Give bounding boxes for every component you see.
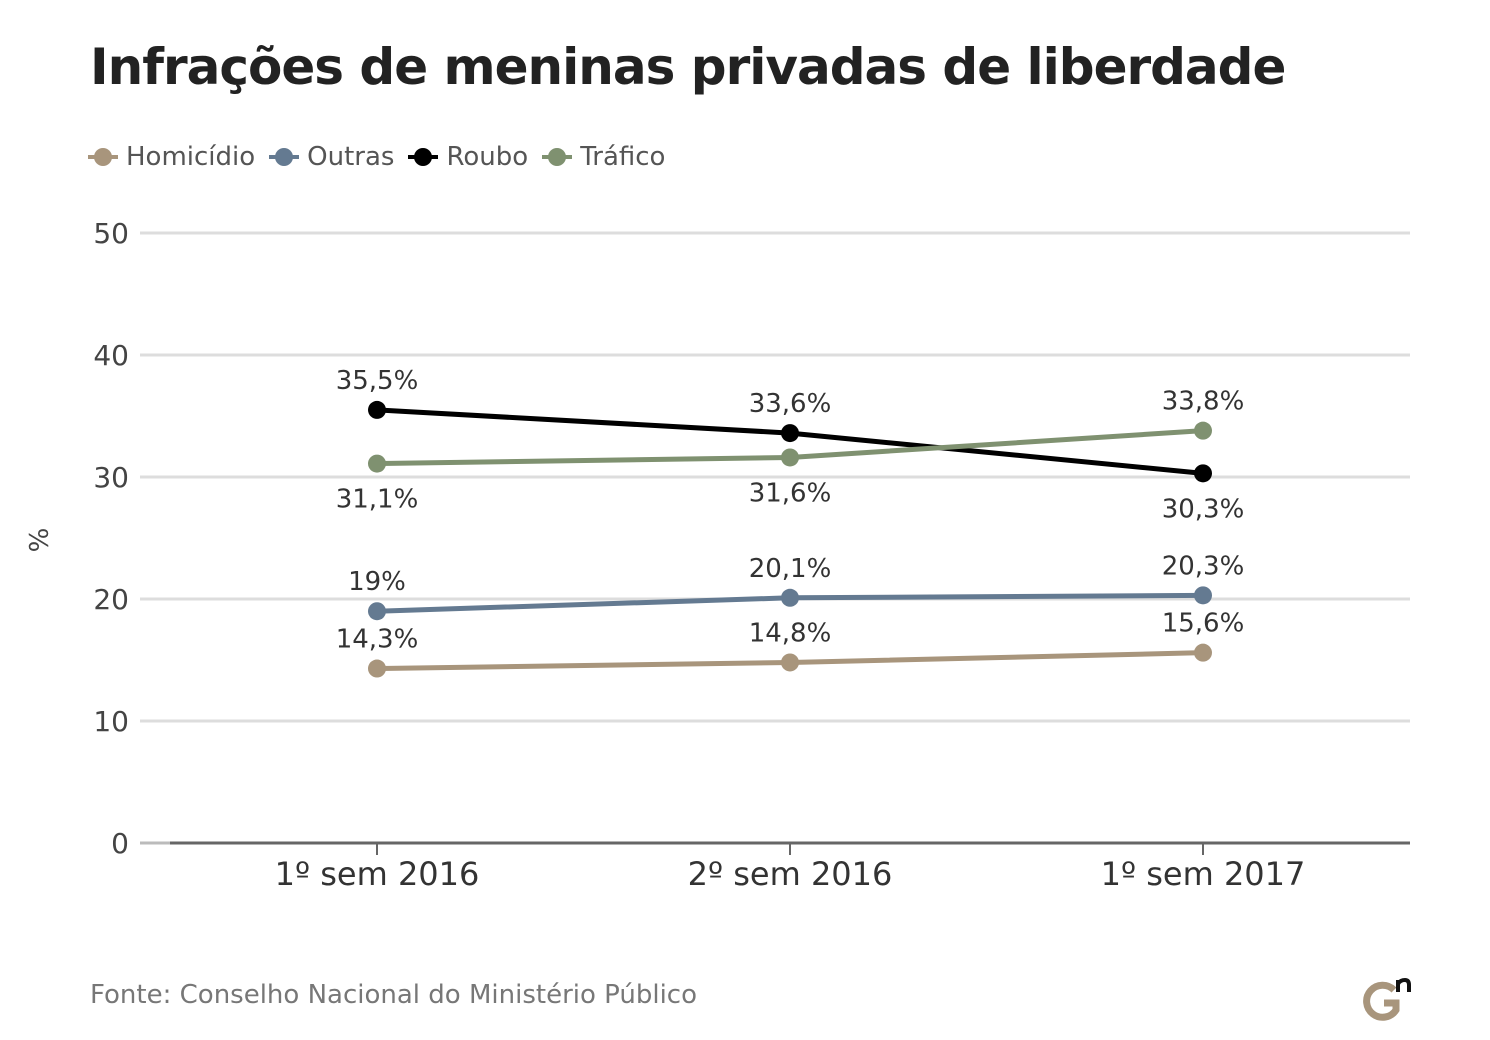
legend-item-homicídio[interactable]: Homicídio: [88, 142, 255, 172]
data-point-tráfico[interactable]: [1194, 421, 1212, 440]
legend-label: Roubo: [446, 142, 529, 172]
data-label-outras: 20,1%: [749, 554, 832, 584]
legend[interactable]: Homicídio Outras Roubo Tráfico: [88, 142, 679, 172]
legend-marker-icon: [542, 147, 573, 167]
legend-label: Outras: [307, 142, 395, 172]
axes: 0 10 20 30 40 50 1º sem 2016 2º sem 2016 1º sem …: [25, 217, 1410, 893]
series-lines: [368, 400, 1212, 678]
data-point-roubo[interactable]: [368, 400, 386, 419]
data-label-roubo: 30,3%: [1162, 494, 1245, 524]
data-point-tráfico[interactable]: [368, 454, 386, 473]
data-point-outras[interactable]: [368, 602, 386, 621]
data-label-tráfico: 33,8%: [1162, 387, 1245, 417]
data-point-outras[interactable]: [781, 588, 799, 607]
legend-item-tráfico[interactable]: Tráfico: [542, 142, 665, 172]
source-note: Fonte: Conselho Nacional do Ministério P…: [90, 980, 698, 1010]
data-point-roubo[interactable]: [1194, 464, 1212, 483]
legend-marker-icon: [269, 147, 300, 167]
y-tick-label: 30: [93, 461, 129, 494]
legend-label: Tráfico: [580, 142, 666, 172]
g1-logo: [1363, 977, 1411, 1021]
data-label-roubo: 35,5%: [336, 366, 419, 396]
data-point-homicídio[interactable]: [368, 659, 386, 678]
x-tick-label: 1º sem 2016: [275, 855, 480, 893]
legend-item-roubo[interactable]: Roubo: [408, 142, 528, 172]
legend-marker-icon: [408, 147, 439, 167]
data-point-homicídio[interactable]: [781, 653, 799, 672]
data-label-homicídio: 15,6%: [1162, 609, 1245, 639]
legend-marker-icon: [88, 147, 118, 167]
data-label-outras: 19%: [348, 567, 406, 597]
data-label-tráfico: 31,6%: [749, 478, 832, 508]
legend-label: Homicídio: [126, 142, 256, 172]
x-tick-label: 1º sem 2017: [1101, 855, 1306, 893]
data-point-roubo[interactable]: [781, 424, 799, 443]
data-point-homicídio[interactable]: [1194, 643, 1212, 662]
y-tick-label: 10: [93, 705, 129, 738]
y-tick-label: 0: [111, 827, 129, 860]
data-point-outras[interactable]: [1194, 586, 1212, 605]
chart-title: Infrações de meninas privadas de liberda…: [90, 38, 1286, 96]
data-labels: 14,3% 14,8% 15,6% 19% 20,1% 20,3% 35,5% 33,6% 30…: [336, 366, 1245, 655]
y-tick-label: 20: [93, 583, 129, 616]
data-label-homicídio: 14,8%: [749, 618, 832, 648]
legend-item-outras[interactable]: Outras: [269, 142, 394, 172]
data-label-homicídio: 14,3%: [336, 625, 419, 655]
y-tick-label: 40: [93, 339, 129, 372]
data-label-tráfico: 31,1%: [336, 485, 419, 515]
data-label-outras: 20,3%: [1162, 551, 1245, 581]
y-axis-label: %: [25, 528, 55, 553]
x-tick-label: 2º sem 2016: [688, 855, 893, 893]
data-label-roubo: 33,6%: [749, 389, 832, 419]
y-tick-label: 50: [93, 217, 129, 250]
data-point-tráfico[interactable]: [781, 448, 799, 467]
